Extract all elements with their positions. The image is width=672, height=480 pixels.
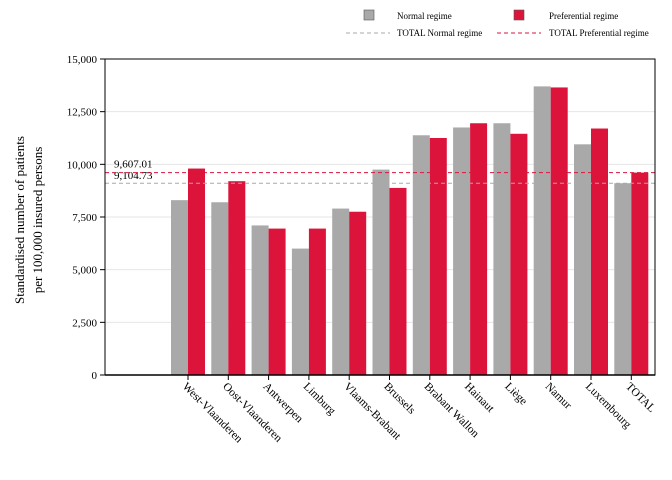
- legend-swatch-preferential: [513, 9, 525, 21]
- bar-normal: [251, 225, 269, 375]
- x-tick-label: Hainaut: [462, 381, 497, 416]
- x-axis-labels: West-VlaanderenOost-VlaanderenAntwerpenL…: [180, 375, 658, 446]
- bar-preferential: [470, 123, 488, 376]
- bar-normal: [574, 144, 591, 375]
- bar-preferential: [228, 181, 246, 375]
- legend-label-normal: Normal regime: [397, 11, 452, 21]
- bar-normal: [493, 123, 511, 376]
- bar-preferential: [429, 138, 447, 375]
- x-tick-label: TOTAL: [623, 381, 657, 415]
- bar-preferential: [389, 187, 407, 375]
- y-tick-label: 5,000: [72, 265, 97, 277]
- y-tick-label: 0: [92, 370, 98, 382]
- y-tick-label: 10,000: [67, 159, 98, 171]
- y-tick-label: 7,500: [72, 212, 97, 224]
- legend-label-total-preferential: TOTAL Preferential regime: [549, 28, 649, 38]
- bar-preferential: [188, 168, 205, 375]
- x-tick-label: Brussels: [381, 381, 417, 417]
- bar-preferential: [550, 87, 568, 375]
- y-axis-title-line1: Standardised number of patients: [12, 136, 27, 304]
- y-tick-label: 2,500: [72, 317, 97, 329]
- bars: [171, 86, 649, 376]
- total-normal-value: 9,104.73: [114, 170, 153, 182]
- bar-normal: [453, 127, 471, 375]
- bar-normal: [171, 200, 188, 375]
- x-tick-label: Liège: [502, 381, 529, 408]
- y-axis-title-line2: per 100,000 insured persons: [30, 147, 45, 294]
- bar-normal: [211, 202, 229, 375]
- bar-normal: [614, 183, 632, 375]
- legend: Normal regime Preferential regime TOTAL …: [346, 9, 649, 38]
- y-tick-label: 12,500: [67, 107, 98, 119]
- reference-lines: 9,104.739,607.01: [105, 159, 655, 184]
- bar-normal: [533, 86, 551, 376]
- bar-preferential: [349, 211, 367, 375]
- legend-label-preferential: Preferential regime: [549, 11, 618, 21]
- bar-preferential: [308, 228, 326, 375]
- y-axis-ticks: 0 2,500 5,000 7,500 10,000 12,500 15,000: [67, 54, 105, 382]
- legend-swatch-normal: [363, 9, 375, 21]
- bar-normal: [412, 135, 430, 375]
- bar-preferential: [268, 228, 286, 375]
- bar-preferential: [510, 133, 528, 375]
- bar-preferential: [591, 128, 608, 375]
- y-tick-label: 15,000: [67, 54, 98, 66]
- bar-normal: [291, 248, 309, 375]
- bar-normal: [372, 169, 390, 375]
- x-tick-label: Limburg: [301, 381, 338, 418]
- bar-preferential: [631, 172, 649, 375]
- total-preferential-value: 9,607.01: [114, 159, 153, 171]
- legend-label-total-normal: TOTAL Normal regime: [397, 28, 482, 38]
- bar-normal: [332, 208, 350, 375]
- x-tick-label: Namur: [543, 381, 574, 412]
